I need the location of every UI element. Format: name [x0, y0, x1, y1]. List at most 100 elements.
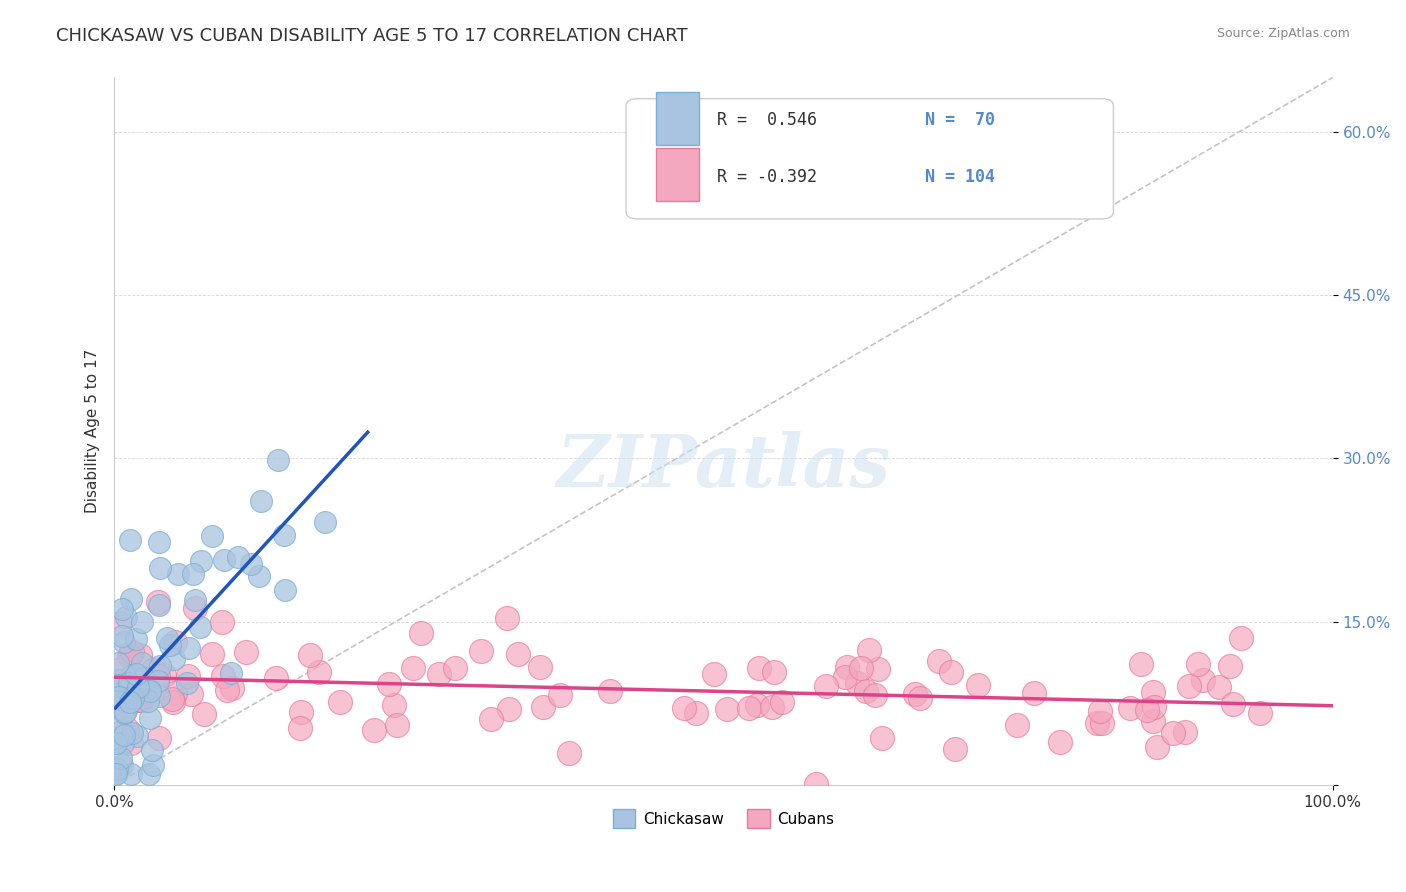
Cubans — [162, 692, 184, 706]
Cubans — [211, 615, 233, 629]
Cubans — [131, 692, 153, 706]
Cubans — [1192, 673, 1215, 688]
Text: Source: ZipAtlas.com: Source: ZipAtlas.com — [1216, 27, 1350, 40]
Chickasaw — [112, 728, 135, 742]
Cubans — [120, 647, 142, 661]
Cubans — [163, 635, 186, 649]
Cubans — [162, 695, 184, 709]
Cubans — [211, 668, 233, 682]
Chickasaw — [149, 560, 172, 574]
Cubans — [673, 701, 696, 715]
Cubans — [495, 611, 517, 625]
Chickasaw — [107, 657, 129, 671]
Cubans — [531, 699, 554, 714]
Chickasaw — [273, 527, 295, 541]
Cubans — [142, 663, 165, 677]
Cubans — [215, 682, 238, 697]
Chickasaw — [114, 705, 136, 719]
Cubans — [1142, 714, 1164, 728]
Cubans — [121, 645, 143, 659]
Cubans — [834, 671, 856, 685]
Cubans — [846, 675, 869, 690]
Cubans — [703, 666, 725, 681]
Chickasaw — [148, 598, 170, 612]
Chickasaw — [156, 631, 179, 645]
Cubans — [685, 706, 707, 720]
Chickasaw — [201, 529, 224, 543]
Cubans — [200, 647, 222, 661]
Cubans — [329, 695, 352, 709]
Chickasaw — [146, 673, 169, 688]
Chickasaw — [107, 762, 129, 776]
Cubans — [193, 706, 215, 721]
Cubans — [761, 700, 783, 714]
Chickasaw — [105, 687, 128, 701]
Cubans — [184, 601, 207, 615]
Cubans — [411, 626, 433, 640]
Cubans — [548, 689, 571, 703]
Text: N = 104: N = 104 — [925, 168, 994, 186]
Cubans — [378, 676, 401, 690]
Cubans — [363, 723, 385, 738]
Cubans — [599, 683, 621, 698]
Cubans — [1005, 717, 1028, 731]
Cubans — [1146, 739, 1168, 754]
Chickasaw — [274, 582, 297, 597]
Cubans — [770, 695, 793, 709]
FancyBboxPatch shape — [657, 92, 699, 145]
Chickasaw — [114, 610, 136, 624]
Cubans — [290, 721, 312, 735]
Cubans — [508, 647, 530, 661]
Cubans — [402, 661, 425, 675]
Text: R = -0.392: R = -0.392 — [717, 168, 817, 186]
Cubans — [928, 654, 950, 668]
Cubans — [1130, 657, 1153, 671]
Chickasaw — [148, 690, 170, 704]
Legend: Chickasaw, Cubans: Chickasaw, Cubans — [606, 803, 841, 834]
Cubans — [1219, 658, 1241, 673]
Text: N =  70: N = 70 — [925, 111, 994, 129]
Chickasaw — [176, 676, 198, 690]
Cubans — [114, 703, 136, 717]
Chickasaw — [139, 711, 162, 725]
Chickasaw — [212, 552, 235, 566]
Chickasaw — [181, 567, 204, 582]
Cubans — [108, 616, 131, 631]
Cubans — [1091, 716, 1114, 731]
Chickasaw — [190, 553, 212, 567]
Chickasaw — [111, 757, 134, 772]
FancyBboxPatch shape — [626, 99, 1114, 219]
Cubans — [146, 595, 169, 609]
Cubans — [235, 645, 257, 659]
Cubans — [115, 723, 138, 737]
Chickasaw — [250, 494, 273, 508]
Cubans — [939, 665, 962, 679]
Cubans — [738, 701, 761, 715]
Cubans — [470, 643, 492, 657]
Cubans — [177, 669, 200, 683]
Chickasaw — [131, 656, 153, 670]
Chickasaw — [228, 549, 250, 564]
Chickasaw — [111, 723, 134, 737]
Text: CHICKASAW VS CUBAN DISABILITY AGE 5 TO 17 CORRELATION CHART: CHICKASAW VS CUBAN DISABILITY AGE 5 TO 1… — [56, 27, 688, 45]
Cubans — [479, 712, 502, 726]
Chickasaw — [105, 688, 128, 702]
Y-axis label: Disability Age 5 to 17: Disability Age 5 to 17 — [86, 349, 100, 514]
Chickasaw — [105, 767, 128, 781]
Chickasaw — [121, 726, 143, 740]
Chickasaw — [120, 591, 142, 606]
Chickasaw — [110, 629, 132, 643]
Cubans — [1136, 703, 1159, 717]
Cubans — [716, 702, 738, 716]
Cubans — [865, 688, 887, 702]
Chickasaw — [108, 673, 131, 687]
Cubans — [385, 717, 408, 731]
Chickasaw — [159, 638, 181, 652]
Chickasaw — [247, 568, 270, 582]
Cubans — [1161, 726, 1184, 740]
Cubans — [806, 777, 828, 791]
Chickasaw — [131, 615, 153, 629]
Cubans — [148, 731, 170, 746]
Chickasaw — [125, 632, 148, 646]
Text: ZIPatlas: ZIPatlas — [557, 431, 890, 502]
